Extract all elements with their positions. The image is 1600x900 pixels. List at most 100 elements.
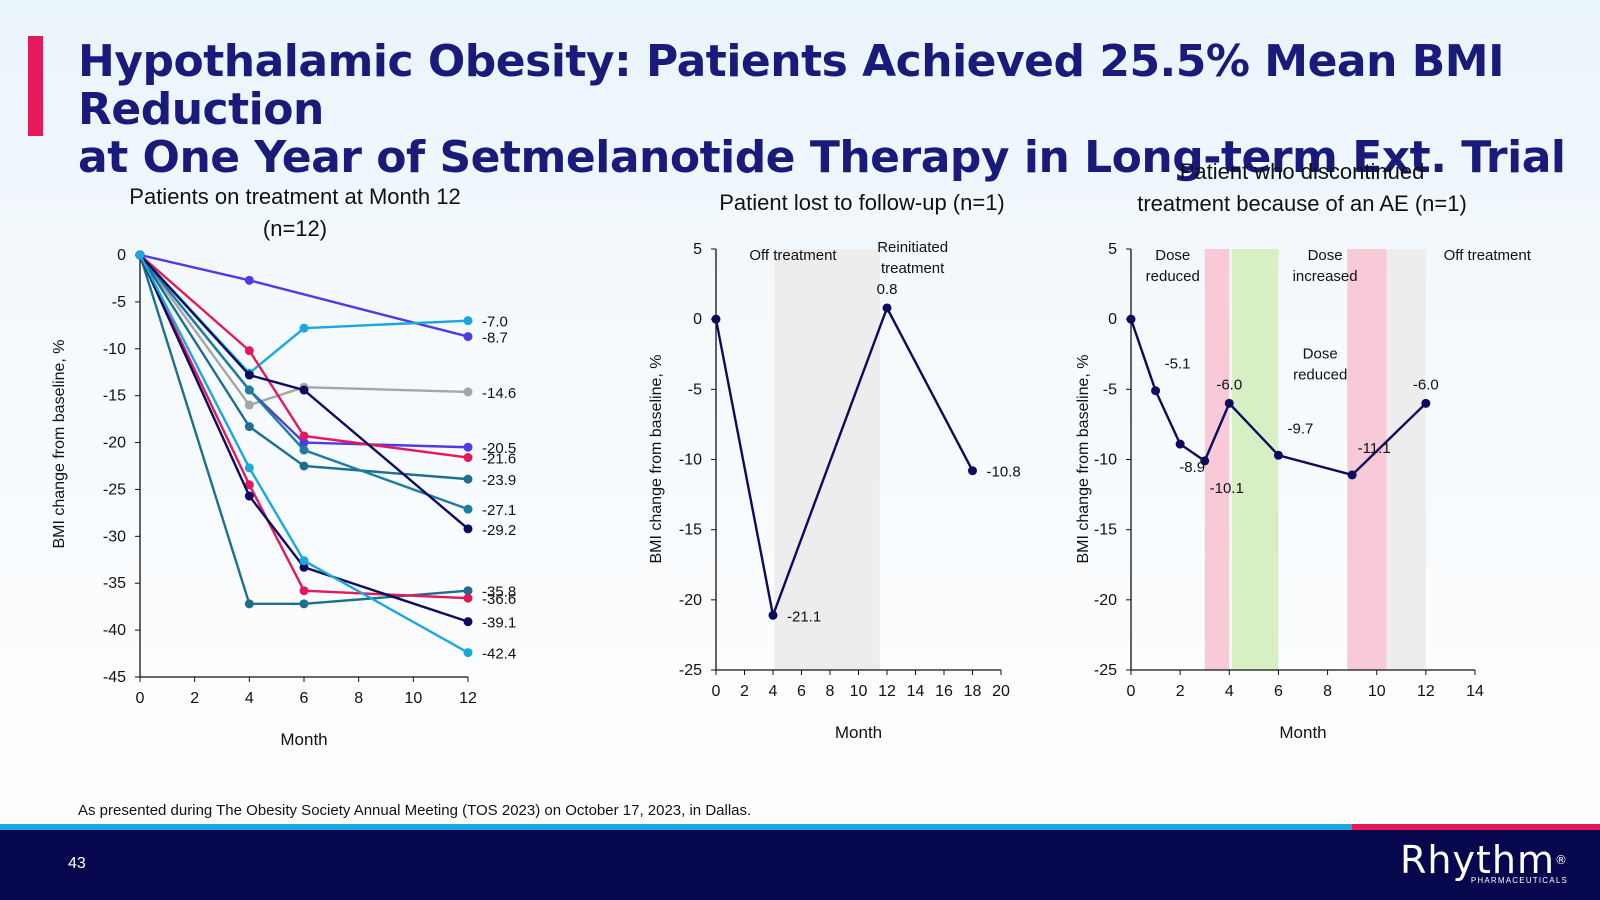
chart3-data-label: -6.0 [1413,376,1439,393]
chart3-x-tick-label: 6 [1274,683,1283,700]
chart1-series-11-line [138,254,469,623]
chart1-series-8-point [244,370,254,380]
chart1-series-7-point [299,445,309,455]
chart1-series-10-point [244,480,254,490]
title-line-1: Hypothalamic Obesity: Patients Achieved … [78,36,1504,135]
chart1-x-tick-label: 8 [354,690,363,707]
chart2-y-tick-label: -10 [679,452,702,469]
chart1-x-tick-label: 12 [459,690,477,707]
chart3-x-tick-label: 4 [1225,683,1234,700]
chart1-y-tick-label: -10 [103,341,126,358]
chart2-title-line-1: Patient lost to follow-up (n=1) [719,190,1005,215]
logo-word: Rhythm [1400,838,1555,882]
chart2-y-tick-label: -20 [679,592,702,609]
chart1-series-12-end-label: -42.4 [482,646,516,663]
chart3-x-tick-label: 0 [1127,683,1136,700]
chart2-x-tick-label: 4 [769,683,778,700]
chart3-y-axis-label: BMI change from baseline, % [1075,355,1092,564]
chart2-series-1-point [768,610,778,620]
chart1-y-tick-label: -5 [112,294,126,311]
chart2-x-axis-label: Month [835,723,882,742]
chart1-series-1-end-label: -8.7 [482,330,508,347]
chart3-annotation-4-line-1: Off treatment [1444,247,1532,264]
chart3-x-tick-label: 14 [1466,683,1484,700]
chart3-annotation-1-line-2: reduced [1146,268,1200,285]
company-logo: Rhythm® PHARMACEUTICALS [1400,840,1568,885]
chart3-data-label: -11.1 [1358,440,1391,457]
chart1-series-8-end-label: -29.2 [482,522,516,539]
chart2-annotation-2-line-2: treatment [881,260,945,277]
chart2-y-tick-label: 5 [693,241,702,258]
chart3-data-label: -5.1 [1165,356,1191,373]
chart2-band-1 [774,249,880,670]
chart3-x-axis-label: Month [1279,723,1326,742]
chart3-series-1-point [1273,450,1283,460]
chart3-x-tick-label: 8 [1323,683,1332,700]
chart1-y-tick-label: -40 [103,622,126,639]
chart2-y-tick-label: -25 [679,662,702,679]
chart3-y-tick-label: -10 [1094,452,1117,469]
chart3-y-tick-label: -5 [1103,381,1117,398]
chart2-x-tick-label: 14 [907,683,925,700]
chart3-annotation-3-line-2: reduced [1293,366,1347,383]
chart1-x-tick-label: 4 [245,690,254,707]
chart3-series-1-point [1175,439,1185,449]
chart2-series-1-point [882,303,892,313]
logo-registered: ® [1555,853,1568,867]
page-number: 43 [68,855,86,872]
chart2-data-label: -10.8 [987,464,1021,481]
chart3-y-tick-label: -20 [1094,592,1117,609]
chart1-series-6-line [138,254,469,481]
chart2-data-label: 0.8 [877,281,898,298]
chart3-data-label: -9.7 [1287,420,1313,437]
chart1-series-10-end-label: -36.6 [482,591,516,608]
chart1-x-tick-label: 0 [136,690,145,707]
chart2-data-label: -21.1 [787,608,821,625]
chart1-y-tick-label: -15 [103,388,126,405]
chart1-series-5-point [244,346,254,356]
chart1-x-axis-label: Month [280,730,327,749]
chart1-series-4-end-label: -20.5 [482,440,516,457]
chart2-x-tick-label: 10 [850,683,868,700]
chart3-annotation-1-line-1: Dose [1155,247,1190,264]
chart3-series-1-point [1126,314,1136,324]
chart3-x-tick-label: 2 [1176,683,1185,700]
chart1-y-tick-label: -30 [103,528,126,545]
chart2-series-1-point [968,466,977,476]
chart1-series-8-point [463,524,473,534]
chart1-series-3-point [244,400,254,410]
chart1-series-2-point [299,323,309,333]
chart2-x-tick-label: 18 [964,683,982,700]
chart3-title-line-2: treatment because of an AE (n=1) [1137,191,1467,216]
chart1-y-axis-label: BMI change from baseline, % [51,340,68,549]
chart1-y-tick-label: -20 [103,435,126,452]
chart1-series-11-point [299,562,309,572]
chart3-series-1-point [1151,386,1161,396]
chart1-series-12-point [135,250,145,260]
chart1-series-7-point [463,504,473,514]
chart1-series-12-line [138,254,469,654]
chart3-y-tick-label: -25 [1094,662,1117,679]
chart3-data-label: -10.1 [1210,480,1244,497]
chart2-x-tick-label: 20 [992,683,1010,700]
chart1-x-tick-label: 2 [190,690,199,707]
chart2-x-tick-label: 0 [712,683,721,700]
chart1-series-12-point [244,463,254,473]
chart3-series-1-point [1347,470,1357,480]
chart3-x-tick-label: 10 [1368,683,1386,700]
chart1-series-2-point [463,316,473,326]
chart1-series-8-point [299,385,309,395]
chart1-series-5-line [139,254,469,459]
chart1-series-9-point [299,599,309,609]
chart1-series-9-end-label: -35.8 [482,584,516,601]
charts-canvas: Patients on treatment at Month 12 (n=12) 0… [51,159,1532,749]
chart2-y-axis-label: BMI change from baseline, % [648,355,665,564]
chart2-x-tick-label: 16 [935,683,953,700]
chart3-annotation-2-line-2: increased [1293,268,1358,285]
chart3-y-tick-label: -15 [1094,522,1117,539]
chart1-series-12-point [463,648,473,658]
title-accent-bar [28,36,43,136]
chart2-annotation-2-line-1: Reinitiated [877,239,948,256]
footnote: As presented during The Obesity Society … [78,802,752,819]
chart1-series-9-point [244,599,254,609]
